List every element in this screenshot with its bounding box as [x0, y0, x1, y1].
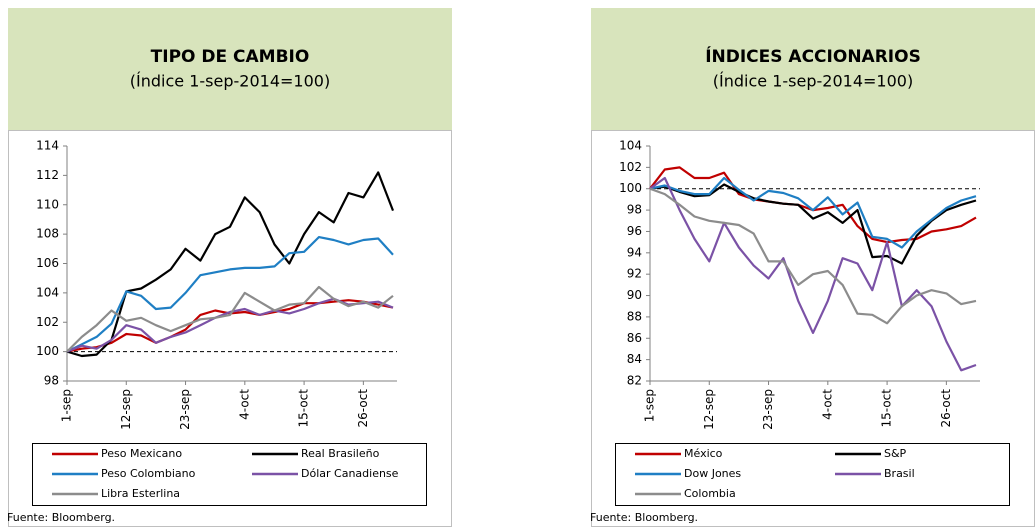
series-line [649, 176, 977, 372]
legend-label: Peso Mexicano [101, 447, 182, 460]
legend-label: Colombia [684, 487, 736, 500]
y-tick-label: 106 [36, 256, 59, 270]
panel-header [8, 8, 452, 130]
y-tick-label: 96 [627, 224, 642, 238]
x-tick-label: 26-oct [939, 389, 953, 428]
y-tick-label: 98 [627, 203, 642, 217]
series-line [649, 176, 977, 249]
legend-label: Brasil [884, 467, 915, 480]
x-tick-label: 12-sep [702, 389, 716, 430]
y-tick-label: 100 [36, 344, 59, 358]
y-tick-label: 82 [627, 374, 642, 388]
legend-box [615, 443, 1010, 506]
legend-label: Dólar Canadiense [301, 467, 399, 480]
series-line [66, 285, 394, 353]
legend-label: Peso Colombiano [101, 467, 196, 480]
y-tick-label: 108 [36, 227, 59, 241]
y-tick-label: 98 [44, 374, 59, 388]
y-tick-label: 114 [36, 139, 59, 153]
legend-label: México [684, 447, 723, 460]
chart-title: TIPO DE CAMBIO [151, 47, 310, 67]
source-note: Fuente: Bloomberg. [7, 511, 115, 524]
legend-label: Real Brasileño [301, 447, 380, 460]
legend-box [32, 443, 427, 506]
legend-label: Dow Jones [684, 467, 741, 480]
y-tick-label: 104 [619, 139, 642, 153]
panel-header [591, 8, 1035, 130]
x-tick-label: 15-oct [297, 389, 311, 428]
x-tick-label: 1-sep [60, 389, 74, 422]
x-tick-label: 12-sep [119, 389, 133, 430]
series-line [649, 187, 977, 325]
chart-subtitle: (Índice 1-sep-2014=100) [130, 72, 330, 91]
y-tick-label: 86 [627, 331, 642, 345]
y-tick-label: 84 [627, 352, 642, 366]
y-tick-label: 102 [36, 315, 59, 329]
series-line [66, 236, 394, 353]
x-tick-label: 4-oct [237, 389, 251, 420]
y-tick-label: 104 [36, 285, 59, 299]
x-tick-label: 23-sep [761, 389, 775, 430]
source-note: Fuente: Bloomberg. [590, 511, 698, 524]
y-tick-label: 88 [627, 309, 642, 323]
chart-subtitle: (Índice 1-sep-2014=100) [713, 72, 913, 91]
y-tick-label: 94 [627, 245, 642, 259]
x-tick-label: 15-oct [880, 389, 894, 428]
y-tick-label: 110 [36, 197, 59, 211]
chart-title: ÍNDICES ACCIONARIOS [705, 45, 921, 67]
x-tick-label: 26-oct [356, 389, 370, 428]
y-tick-label: 92 [627, 267, 642, 281]
y-tick-label: 102 [619, 160, 642, 174]
y-tick-label: 100 [619, 181, 642, 195]
y-tick-label: 90 [627, 288, 642, 302]
series-line [649, 183, 977, 265]
legend-label: Libra Esterlina [101, 487, 180, 500]
x-tick-label: 1-sep [643, 389, 657, 422]
legend-label: S&P [884, 447, 907, 460]
x-tick-label: 23-sep [178, 389, 192, 430]
x-tick-label: 4-oct [820, 389, 834, 420]
y-tick-label: 112 [36, 168, 59, 182]
series-line [66, 171, 395, 358]
